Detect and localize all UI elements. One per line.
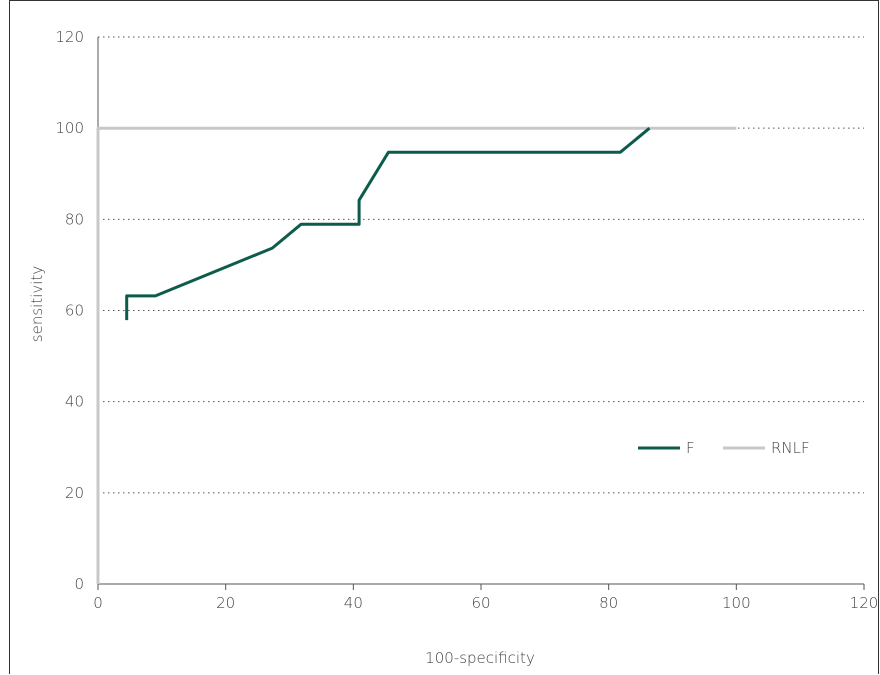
series-line-rnlf [96, 126, 737, 584]
y-tick-label: 100 [55, 119, 84, 137]
y-tick-label: 120 [55, 28, 84, 46]
series-line-f [125, 127, 651, 321]
x-tick-label: 80 [599, 594, 618, 612]
y-tick-label: 60 [65, 302, 84, 320]
y-tick-label: 40 [65, 393, 84, 411]
x-tick-label: 20 [216, 594, 235, 612]
grid-lines [98, 36, 864, 494]
legend-label-rnlf: RNLF [771, 439, 810, 457]
y-tick-label: 20 [65, 484, 84, 502]
x-tick-label: 120 [850, 594, 879, 612]
x-tick-labels: 0 20 40 60 80 100 120 [93, 594, 878, 612]
chart-frame [9, 0, 879, 674]
x-axis-title: 100-specificity [425, 649, 535, 667]
y-axis-title: sensitivity [28, 266, 46, 343]
x-tick-label: 100 [722, 594, 751, 612]
y-tick-labels: 0 20 40 60 80 100 120 [55, 28, 84, 593]
series-lines [96, 126, 737, 584]
x-tick-label: 0 [93, 594, 103, 612]
x-tick-label: 60 [471, 594, 490, 612]
axes [97, 37, 865, 590]
legend: F RNLF [638, 439, 810, 457]
legend-label-f: F [686, 439, 695, 457]
y-tick-label: 80 [65, 210, 84, 228]
x-tick-label: 40 [344, 594, 363, 612]
y-tick-label: 0 [74, 575, 84, 593]
